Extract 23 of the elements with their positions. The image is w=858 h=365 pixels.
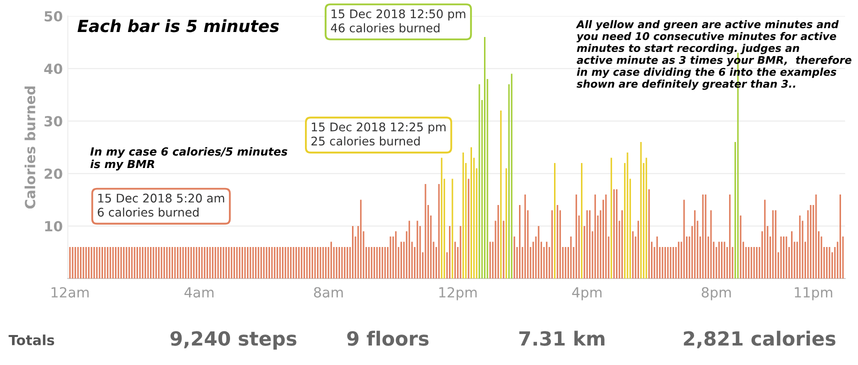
x-tick-label: 8pm [702, 287, 731, 300]
annotation: Each bar is 5 minutes [78, 19, 279, 32]
y-tick-label: 50 [44, 11, 62, 22]
y-tick-label: 30 [44, 116, 62, 127]
x-tick-label: 8am [314, 287, 343, 298]
x-tick-label: 12am [52, 287, 89, 298]
text: 9 floors [347, 330, 429, 346]
text: 2,821 calories [684, 330, 836, 348]
annotation: 15 Dec 2018 12:25 pm 25 calories burned [311, 122, 446, 146]
y-tick-label: 20 [44, 168, 62, 179]
x-tick-label: 12pm [439, 287, 477, 300]
x-tick-label: 11pm [794, 287, 832, 300]
y-axis-title: Calories burned [24, 86, 36, 209]
y-tick-label: 40 [44, 64, 62, 74]
x-tick-label: 4pm [572, 287, 602, 300]
text: Totals [8, 334, 54, 346]
x-tick-label: 4am [184, 287, 214, 298]
annotation: 15 Dec 2018 5:20 am 6 calories burned [98, 194, 224, 217]
y-tick-label: 10 [45, 220, 62, 232]
text: 7.31 km [519, 330, 604, 346]
annotation: In my case 6 calories/5 minutes is my BMR [90, 147, 288, 170]
annotation: 15 Dec 2018 12:50 pm 46 calories burned [330, 9, 466, 32]
text: 9,240 steps [170, 331, 296, 350]
